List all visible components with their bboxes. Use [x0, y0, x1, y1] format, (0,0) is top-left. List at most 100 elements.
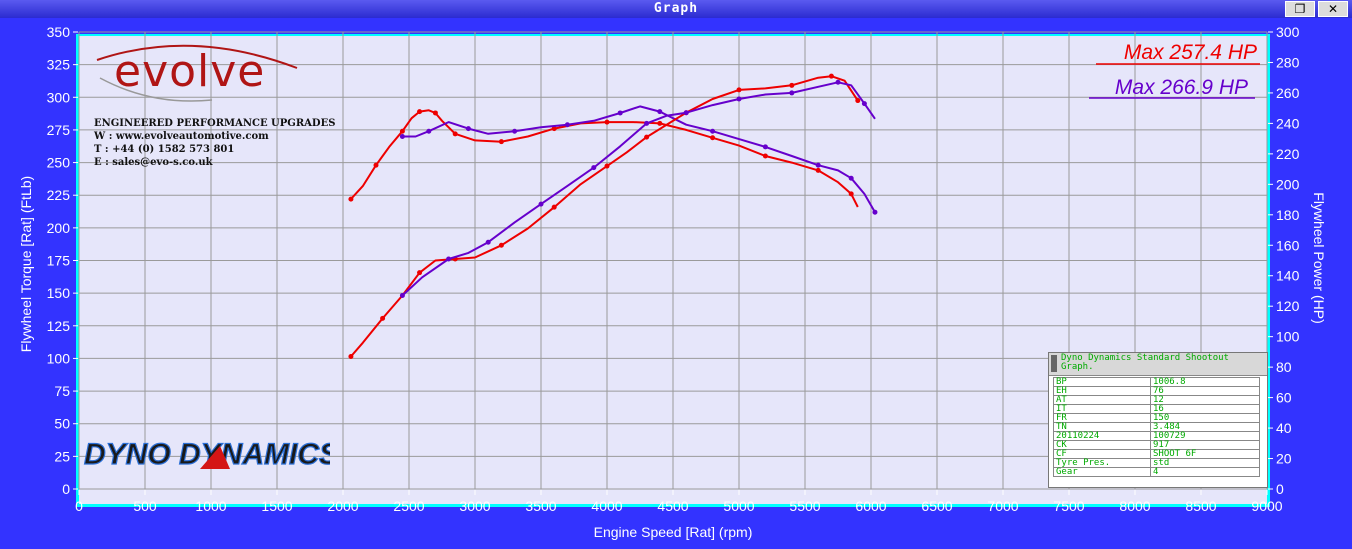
dyno-accent	[200, 446, 230, 469]
y-tick-label: 175	[47, 253, 71, 269]
series-point	[815, 167, 821, 173]
series-point	[848, 191, 854, 197]
series-point	[604, 119, 610, 125]
x-tick-label: 500	[133, 498, 157, 514]
x-tick-label: 0	[75, 498, 83, 514]
series-line	[350, 109, 859, 208]
info-key: IT	[1053, 404, 1151, 414]
series-point	[815, 162, 821, 168]
window-titlebar: Graph ❐ ✕	[0, 0, 1352, 18]
series-point	[512, 128, 518, 134]
series-point	[710, 135, 716, 141]
series-point	[657, 109, 663, 115]
y2-tick-label: 240	[1276, 115, 1300, 131]
x-tick-label: 3500	[525, 498, 556, 514]
x-tick-label: 1500	[261, 498, 292, 514]
series-line	[402, 105, 876, 213]
logo-word: evolve	[114, 46, 266, 97]
series-point	[861, 101, 867, 107]
logo-contact: ENGINEERED PERFORMANCE UPGRADES W : www.…	[94, 117, 335, 169]
series-point	[848, 175, 854, 181]
y-tick-label: 125	[47, 318, 71, 334]
series-point	[498, 139, 504, 145]
window-title: Graph	[653, 1, 699, 16]
info-key: 20110224	[1053, 431, 1151, 441]
logo-email: E : sales@evo-s.co.uk	[94, 157, 213, 168]
info-key: FR	[1053, 413, 1151, 423]
series-point	[452, 131, 458, 137]
series-point	[789, 90, 795, 96]
y2-tick-label: 100	[1276, 329, 1300, 345]
x-tick-label: 8000	[1119, 498, 1150, 514]
info-key: AT	[1053, 395, 1151, 405]
series-point	[762, 144, 768, 150]
dyno-dynamics-logo: DYNO DYNAMICS	[80, 424, 339, 486]
y2-tick-label: 200	[1276, 176, 1300, 192]
info-key: Gear	[1053, 467, 1151, 477]
y2-tick-label: 20	[1276, 451, 1292, 467]
series-point	[604, 163, 610, 169]
y2-tick-label: 260	[1276, 85, 1300, 101]
series-point	[538, 201, 544, 207]
info-key: CK	[1053, 440, 1151, 450]
max-hp-label-purple: Max 266.9 HP	[1115, 76, 1248, 99]
y-tick-label: 225	[47, 187, 71, 203]
x-tick-label: 2500	[393, 498, 424, 514]
x-tick-label: 2000	[327, 498, 358, 514]
x-tick-label: 8500	[1185, 498, 1216, 514]
y2-axis-label: Flywheel Power (HP)	[1311, 192, 1327, 323]
y2-tick-label: 40	[1276, 420, 1292, 436]
restore-icon[interactable]: ❐	[1285, 1, 1315, 17]
y-tick-label: 300	[47, 89, 71, 105]
x-tick-label: 5500	[789, 498, 820, 514]
x-tick-label: 4500	[657, 498, 688, 514]
info-key: BP	[1053, 377, 1151, 387]
series-point	[762, 153, 768, 159]
series-point	[644, 134, 650, 140]
x-tick-label: 6500	[921, 498, 952, 514]
y2-tick-label: 220	[1276, 146, 1300, 162]
x-tick-label: 7500	[1053, 498, 1084, 514]
close-icon[interactable]: ✕	[1318, 1, 1348, 17]
series-point	[417, 270, 423, 276]
y-tick-label: 250	[47, 155, 71, 171]
logo-web: W : www.evolveautomotive.com	[94, 131, 269, 142]
info-box-bar	[1051, 355, 1057, 372]
series-point	[617, 110, 623, 116]
series-point	[399, 133, 405, 139]
y-tick-label: 75	[54, 383, 70, 399]
series-point	[855, 98, 861, 104]
x-axis: 0 500 1000 1500 2000 2500 3000 3500 4000 4500 5000…	[75, 490, 1283, 514]
y2-tick-label: 280	[1276, 54, 1300, 70]
y2-tick-label: 80	[1276, 359, 1292, 375]
series-point	[683, 110, 689, 116]
x-axis-label: Engine Speed [Rat] (rpm)	[594, 524, 753, 540]
max-hp-label-red: Max 257.4 HP	[1124, 41, 1257, 64]
series-point	[380, 315, 386, 321]
y2-tick-label: 60	[1276, 390, 1292, 406]
x-tick-label: 7000	[987, 498, 1018, 514]
info-value: 76	[1150, 386, 1260, 396]
info-value: std	[1150, 458, 1260, 468]
series-point	[432, 110, 438, 116]
series-point	[789, 82, 795, 88]
logo-phone: T : +44 (0) 1582 573 801	[94, 144, 235, 155]
logo-tagline: ENGINEERED PERFORMANCE UPGRADES	[94, 118, 336, 129]
x-tick-label: 1000	[195, 498, 226, 514]
series-point	[348, 196, 354, 202]
x-tick-label: 9000	[1251, 498, 1282, 514]
y-tick-label: 100	[47, 350, 71, 366]
series-point	[657, 120, 663, 126]
series-point	[399, 293, 405, 299]
y-axis-label: Flywheel Torque [Rat] (FtLb)	[18, 176, 34, 352]
series-point	[426, 128, 432, 134]
series-point	[644, 120, 650, 126]
y2-tick-label: 160	[1276, 237, 1300, 253]
series-point	[348, 353, 354, 359]
right-axis: 0 20 40 60 80 100 120 140 160 180 200 220 240 260 280 3…	[1268, 24, 1300, 497]
y2-tick-label: 140	[1276, 268, 1300, 284]
info-value: 1006.8	[1150, 377, 1260, 387]
y-tick-label: 150	[47, 285, 71, 301]
info-box-title: Dyno Dynamics Standard Shootout Graph.	[1061, 353, 1229, 372]
dyno-chart: 0255075100125150175200225250275300325350…	[18, 24, 1327, 540]
